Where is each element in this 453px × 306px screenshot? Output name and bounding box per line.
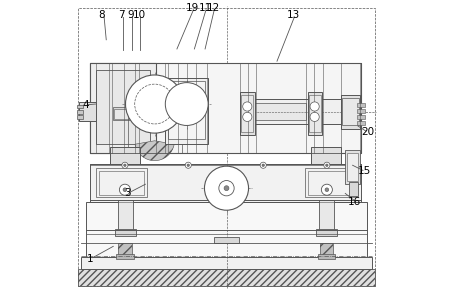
Bar [112, 164, 139, 202]
Bar [77, 110, 83, 114]
Text: 4: 4 [82, 100, 89, 110]
Text: 8: 8 [98, 10, 105, 20]
Bar [79, 102, 96, 121]
Bar [248, 99, 343, 124]
Bar [118, 200, 133, 233]
Circle shape [321, 184, 333, 195]
Bar [320, 243, 333, 256]
Circle shape [187, 164, 189, 166]
Circle shape [125, 75, 183, 133]
Bar [90, 63, 361, 153]
Bar [316, 229, 337, 236]
Bar [308, 95, 321, 132]
Bar [81, 257, 372, 269]
Circle shape [260, 162, 266, 168]
Text: 16: 16 [348, 197, 361, 207]
Bar [241, 95, 253, 132]
Bar [165, 78, 208, 144]
Bar [240, 92, 255, 135]
Bar [318, 254, 335, 259]
Bar [345, 150, 360, 184]
Circle shape [243, 102, 252, 111]
Text: 20: 20 [361, 127, 375, 136]
Bar [116, 254, 134, 259]
Bar [96, 70, 150, 144]
Bar [78, 269, 375, 286]
Bar [251, 103, 306, 120]
Circle shape [310, 102, 319, 111]
Bar [90, 164, 361, 202]
Bar [349, 182, 358, 196]
Bar [90, 63, 156, 153]
Bar [99, 171, 145, 195]
Circle shape [325, 188, 329, 192]
Circle shape [326, 164, 328, 166]
Circle shape [324, 162, 330, 168]
Bar [119, 243, 132, 256]
Bar [110, 147, 140, 165]
Text: 7: 7 [119, 10, 125, 20]
Bar [214, 237, 239, 243]
Text: 3: 3 [125, 188, 131, 198]
Text: 13: 13 [287, 10, 300, 20]
Bar [319, 200, 334, 233]
Bar [311, 147, 341, 165]
Circle shape [120, 184, 130, 195]
Bar [96, 168, 147, 197]
Bar [169, 81, 205, 139]
Wedge shape [135, 141, 174, 161]
Text: 11: 11 [198, 3, 212, 13]
Circle shape [122, 162, 128, 168]
Bar [320, 243, 333, 256]
Text: 9: 9 [128, 10, 135, 20]
Bar [128, 113, 182, 153]
Circle shape [165, 83, 208, 125]
Circle shape [124, 164, 126, 166]
Bar [77, 115, 83, 119]
Text: 12: 12 [207, 3, 220, 13]
Wedge shape [135, 141, 174, 161]
Bar [115, 229, 135, 236]
Bar [308, 92, 322, 135]
Bar [357, 121, 365, 125]
Bar [308, 171, 353, 195]
Text: 15: 15 [357, 166, 371, 176]
Text: 1: 1 [87, 255, 94, 264]
Bar [78, 269, 375, 286]
Bar [77, 105, 83, 108]
Circle shape [262, 164, 265, 166]
Bar [305, 168, 356, 197]
Bar [313, 164, 340, 202]
Circle shape [204, 166, 249, 210]
Text: 10: 10 [133, 10, 146, 20]
Bar [357, 103, 365, 107]
Bar [119, 243, 132, 256]
Circle shape [224, 186, 229, 191]
Bar [357, 109, 365, 113]
Bar [341, 95, 360, 129]
Bar [86, 202, 367, 257]
Text: 19: 19 [186, 3, 199, 13]
Circle shape [310, 112, 319, 121]
Circle shape [243, 112, 252, 121]
Circle shape [185, 162, 191, 168]
Bar [113, 107, 132, 120]
Bar [347, 153, 358, 181]
Circle shape [123, 188, 127, 192]
Bar [342, 98, 359, 125]
Bar [114, 109, 131, 119]
Bar [357, 115, 365, 119]
